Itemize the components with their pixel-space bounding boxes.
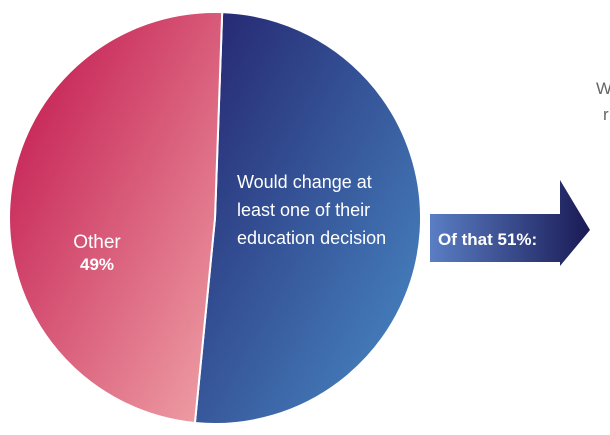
cut-off-text-line-1: W — [596, 79, 610, 98]
slice-label-line-2: least one of their — [237, 200, 370, 220]
cut-off-text: W r — [596, 79, 610, 124]
arrow-shape — [430, 180, 590, 266]
other-slice-label: Other — [73, 232, 121, 253]
slice-other — [8, 11, 224, 425]
pie-slices — [8, 11, 423, 425]
cut-off-text-line-2: r — [603, 105, 609, 124]
slice-label-line-3: education decision — [237, 228, 386, 248]
arrow-label: Of that 51%: — [438, 230, 537, 249]
other-slice-value: 49% — [80, 255, 114, 274]
slice-would-change — [193, 11, 423, 425]
slice-labels: Would change at least one of their educa… — [73, 172, 386, 274]
slice-label-line-1: Would change at — [237, 172, 372, 192]
of-that-arrow: Of that 51%: — [430, 180, 590, 266]
